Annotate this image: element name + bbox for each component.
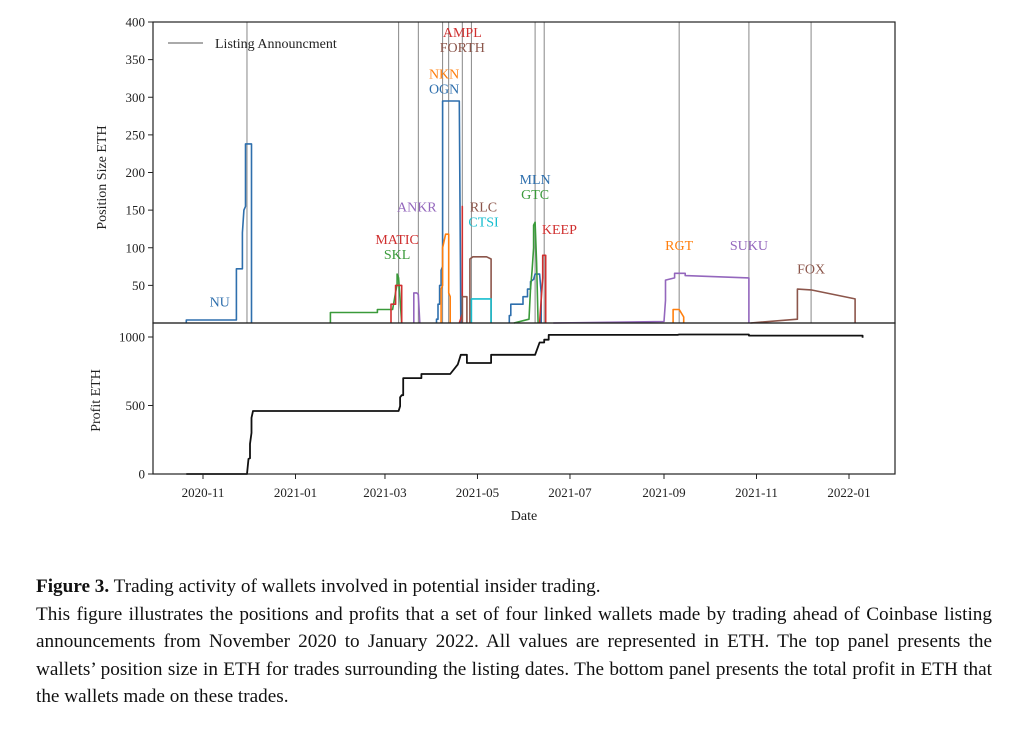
series-rlc (469, 255, 492, 323)
series-ampl (458, 205, 464, 324)
series-skl (329, 273, 403, 324)
y-tick-label: 500 (126, 398, 146, 413)
legend-label: Listing Announcment (215, 37, 337, 52)
figure-title: Trading activity of wallets involved in … (113, 576, 601, 597)
series-ankr (412, 292, 421, 324)
x-tick-label: 2022-01 (827, 485, 870, 500)
y-tick-label: 350 (126, 52, 146, 67)
annotation-forth: FORTH (440, 41, 485, 56)
top-y-ticks: 50 100 150 200 250 300 350 400 (126, 15, 153, 293)
x-ticks: 2020-11 2021-01 2021-03 2021-05 2021-07 2021-… (182, 474, 871, 500)
series-nu (185, 143, 253, 323)
series-profit (186, 333, 864, 475)
y-tick-label: 250 (126, 127, 146, 142)
annotation-mln: MLN (520, 173, 551, 188)
y-tick-label: 300 (126, 90, 146, 105)
series-rgt (672, 308, 685, 323)
annotation-gtc: GTC (521, 188, 549, 203)
series-fox (750, 288, 856, 324)
y-tick-label: 150 (126, 203, 146, 218)
series-forth (461, 295, 468, 323)
x-tick-label: 2021-01 (274, 485, 317, 500)
annotation-keep: KEEP (542, 223, 577, 238)
y-tick-label: 400 (126, 15, 146, 30)
series-ctsi (470, 298, 492, 323)
annotation-rgt: RGT (665, 239, 693, 254)
annotation-ampl: AMPL (443, 26, 482, 41)
bottom-y-axis-label: Profit ETH (89, 369, 104, 432)
legend: Listing Announcment (168, 37, 337, 52)
series-suku (553, 272, 750, 324)
series-nkn (440, 233, 452, 323)
position-series (185, 100, 856, 324)
x-tick-label: 2020-11 (182, 485, 225, 500)
caption-body: This figure illustrates the positions an… (36, 603, 992, 708)
x-axis-label: Date (511, 509, 537, 524)
annotation-matic: MATIC (375, 233, 419, 248)
y-tick-label: 0 (139, 467, 146, 482)
annotation-nu: NU (210, 295, 230, 310)
profit-series (186, 333, 864, 475)
series-ogn (435, 100, 462, 324)
x-tick-label: 2021-05 (456, 485, 499, 500)
x-tick-label: 2021-03 (363, 485, 406, 500)
bottom-panel-frame (152, 322, 896, 475)
series-matic (390, 284, 403, 323)
bottom-y-ticks: 0 500 1000 (119, 330, 153, 482)
y-tick-label: 50 (132, 278, 145, 293)
figure-number: Figure 3. (36, 576, 110, 597)
y-tick-label: 1000 (119, 330, 145, 345)
annotation-rlc: RLC (470, 201, 497, 216)
annotation-nkn: NKN (429, 67, 459, 82)
annotation-fox: FOX (797, 262, 825, 277)
figure-caption: Figure 3. Trading activity of wallets in… (36, 573, 992, 711)
x-tick-label: 2021-07 (548, 485, 592, 500)
annotation-ctsi: CTSI (468, 216, 499, 231)
y-tick-label: 100 (126, 240, 146, 255)
series-keep (538, 254, 547, 324)
top-y-axis-label: Position Size ETH (95, 125, 110, 229)
annotation-skl: SKL (384, 248, 410, 263)
x-tick-label: 2021-09 (642, 485, 685, 500)
annotation-suku: SUKU (730, 239, 768, 254)
y-tick-label: 200 (126, 165, 146, 180)
series-mln (508, 273, 543, 323)
x-tick-label: 2021-11 (735, 485, 778, 500)
series-gtc (513, 221, 539, 324)
annotation-ankr: ANKR (397, 201, 437, 216)
annotation-ogn: OGN (429, 82, 459, 97)
